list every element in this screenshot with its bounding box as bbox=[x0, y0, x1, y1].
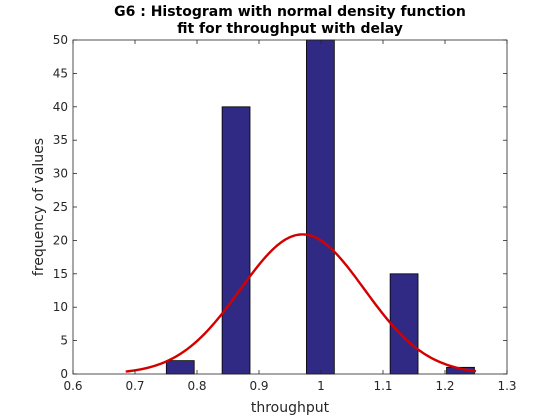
x-tick-label-5: 1.1 bbox=[373, 379, 392, 393]
chart-title-line2: fit for throughput with delay bbox=[177, 21, 403, 37]
y-axis-label: frequency of values bbox=[31, 138, 47, 276]
normal-fit-curve bbox=[125, 233, 477, 373]
y-tick-label-5: 25 bbox=[53, 200, 68, 214]
plot-area bbox=[73, 40, 507, 374]
x-tick-label-4: 1 bbox=[317, 379, 325, 393]
x-axis-label: throughput bbox=[251, 400, 330, 416]
y-tick-label-7: 35 bbox=[53, 133, 68, 147]
histogram-bar-0 bbox=[165, 360, 195, 375]
y-tick-label-8: 40 bbox=[53, 100, 68, 114]
histogram-bar-2 bbox=[221, 106, 251, 375]
y-tick-label-2: 10 bbox=[53, 300, 68, 314]
y-tick-label-1: 5 bbox=[60, 334, 68, 348]
x-tick-label-1: 0.7 bbox=[125, 379, 144, 393]
x-tick-label-3: 0.9 bbox=[249, 379, 268, 393]
x-tick-label-2: 0.8 bbox=[187, 379, 206, 393]
histogram-bar-8 bbox=[389, 273, 419, 375]
bars-layer bbox=[165, 39, 475, 375]
y-tick-label-3: 15 bbox=[53, 267, 68, 281]
y-tick-label-10: 50 bbox=[53, 33, 68, 47]
x-tick-label-7: 1.3 bbox=[497, 379, 516, 393]
x-tick-label-6: 1.2 bbox=[435, 379, 454, 393]
chart-title-line1: G6 : Histogram with normal density funct… bbox=[114, 4, 466, 20]
y-tick-label-0: 0 bbox=[60, 367, 68, 381]
y-tick-label-9: 45 bbox=[53, 66, 68, 80]
y-tick-label-6: 30 bbox=[53, 167, 68, 181]
histogram-bar-5 bbox=[306, 39, 335, 375]
ticks-layer: 0.6 0.7 0.8 0.9 1 1.1 1.2 1.3 0 5 10 15 20 25 30 35 40 45… bbox=[53, 33, 517, 393]
y-tick-label-4: 20 bbox=[53, 233, 68, 247]
x-tick-label-0: 0.6 bbox=[63, 379, 82, 393]
